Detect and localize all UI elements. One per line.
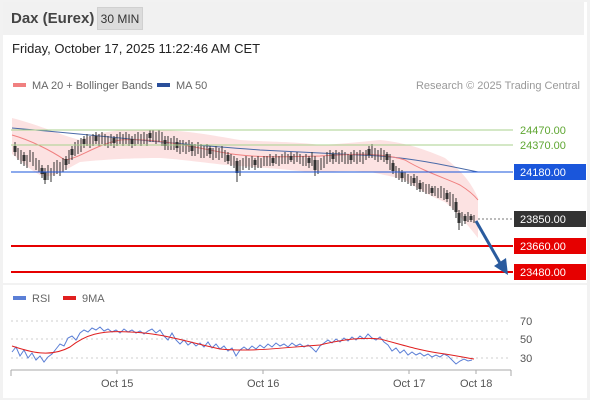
price-label-24180: 24180.00 (514, 164, 586, 180)
ma20-line (11, 134, 479, 201)
rsi-swatch (13, 296, 26, 301)
price-label-24370: 24370.00 (520, 140, 566, 152)
price-label-text: 24470.00 (520, 125, 566, 137)
price-label-23850: 23850.00 (514, 211, 586, 227)
interval-button[interactable]: 30 MIN (97, 7, 143, 30)
legend-rsi: RSI (13, 293, 50, 305)
ma9-swatch (63, 296, 76, 301)
price-label-text: 23480.00 (520, 267, 566, 279)
x-tick-label: Oct 16 (247, 378, 279, 390)
datetime-label: Friday, October 17, 2025 11:22:46 AM CET (12, 41, 261, 56)
forecast-arrow (474, 220, 508, 275)
x-tick-label: Oct 18 (460, 378, 492, 390)
price-label-text: 23660.00 (520, 241, 566, 253)
price-label-text: 23850.00 (520, 214, 566, 226)
ma20-swatch (13, 83, 26, 88)
legend-ma20: MA 20 + Bollinger Bands (13, 80, 153, 92)
rsi-label: RSI (32, 293, 51, 305)
price-label-23480: 23480.00 (514, 264, 586, 280)
ma50-label: MA 50 (176, 80, 208, 92)
price-label-24470: 24470.00 (520, 125, 566, 137)
chart-panel (3, 2, 587, 398)
price-label-text: 24180.00 (520, 167, 566, 179)
candles (13, 130, 475, 230)
price-label-text: 24370.00 (520, 140, 566, 152)
ma20-label: MA 20 + Bollinger Bands (32, 80, 153, 92)
ma50-swatch (157, 83, 170, 88)
bollinger-band (12, 118, 478, 238)
rsi-tick-70: 70 (520, 316, 532, 328)
credit-text: Research © 2025 Trading Central (415, 80, 580, 92)
x-tick-label: Oct 17 (393, 378, 425, 390)
rsi-tick-30: 30 (520, 353, 532, 365)
rsi-line (11, 326, 473, 365)
rsi-tick-50: 50 (520, 334, 532, 346)
x-ticks (10, 370, 512, 376)
price-label-23660: 23660.00 (514, 238, 586, 254)
ma9-label: 9MA (82, 293, 105, 305)
legend-9ma: 9MA (63, 293, 105, 305)
instrument-title: Dax (Eurex) (11, 10, 95, 27)
legend-ma50: MA 50 (157, 80, 207, 92)
rsi-9ma-line (11, 331, 475, 360)
x-tick-label: Oct 15 (101, 378, 133, 390)
